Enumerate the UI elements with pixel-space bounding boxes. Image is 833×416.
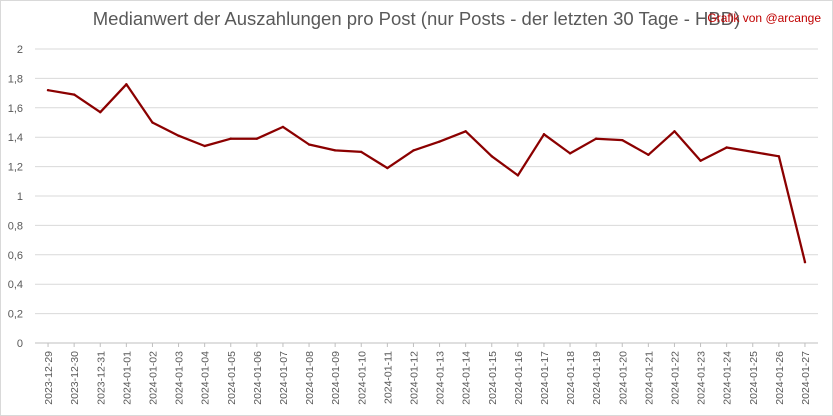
x-tick-label: 2024-01-16 bbox=[513, 351, 525, 405]
data-point bbox=[307, 143, 311, 146]
data-point bbox=[177, 134, 180, 137]
x-tick-label: 2024-01-10 bbox=[356, 351, 368, 405]
x-tick-label: 2023-12-29 bbox=[43, 351, 55, 405]
data-point bbox=[229, 137, 232, 140]
y-tick-label: 0,2 bbox=[8, 309, 23, 321]
y-tick-label: 0,6 bbox=[8, 250, 23, 262]
x-tick-label: 2024-01-13 bbox=[435, 351, 447, 405]
data-point bbox=[333, 149, 337, 152]
x-tick-label: 2024-01-11 bbox=[382, 351, 394, 404]
data-point bbox=[72, 93, 76, 96]
data-point bbox=[699, 159, 702, 162]
data-point bbox=[777, 155, 781, 158]
gridlines bbox=[35, 48, 818, 344]
y-tick-label: 1,2 bbox=[8, 162, 23, 174]
x-tick-label: 2024-01-06 bbox=[252, 351, 264, 405]
data-point bbox=[438, 140, 441, 143]
x-tick-label: 2024-01-15 bbox=[487, 351, 499, 405]
y-tick-label: 1 bbox=[17, 191, 23, 203]
x-tick-label: 2024-01-23 bbox=[696, 351, 708, 405]
data-point bbox=[255, 137, 259, 140]
data-point bbox=[99, 111, 102, 114]
x-tick-label: 2024-01-27 bbox=[800, 351, 812, 405]
y-tick-label: 0,4 bbox=[8, 279, 23, 291]
x-tick-label: 2024-01-07 bbox=[278, 351, 290, 405]
x-tick-label: 2024-01-12 bbox=[408, 351, 420, 405]
x-tick-label: 2024-01-19 bbox=[591, 351, 603, 405]
x-tick-label: 2024-01-20 bbox=[617, 351, 629, 405]
data-point bbox=[386, 166, 389, 170]
data-point bbox=[621, 138, 624, 142]
data-point bbox=[412, 149, 415, 152]
data-point bbox=[568, 152, 572, 155]
y-tick-label: 1,4 bbox=[8, 132, 23, 144]
data-point bbox=[464, 130, 467, 133]
x-tick-label: 2024-01-01 bbox=[121, 351, 133, 405]
x-tick-label: 2024-01-08 bbox=[304, 351, 316, 405]
data-point bbox=[281, 125, 285, 129]
x-tick-label: 2024-01-09 bbox=[330, 351, 342, 405]
chart-title: Medianwert der Auszahlungen pro Post (nu… bbox=[92, 8, 741, 29]
x-tick-label: 2024-01-04 bbox=[200, 351, 212, 405]
x-tick-label: 2024-01-25 bbox=[748, 351, 760, 405]
data-point bbox=[360, 150, 363, 154]
x-tick-label: 2024-01-02 bbox=[147, 351, 159, 405]
data-point bbox=[725, 146, 728, 149]
data-point bbox=[647, 153, 650, 157]
x-tick-label: 2024-01-22 bbox=[669, 351, 681, 405]
x-tick-label: 2023-12-31 bbox=[95, 351, 107, 405]
x-tick-label: 2024-01-03 bbox=[174, 351, 186, 405]
x-axis-ticks: 2023-12-29 2023-12-30 2023-12-31 2024-01-01… bbox=[43, 343, 812, 405]
y-tick-label: 0 bbox=[17, 338, 23, 350]
x-tick-label: 2024-01-05 bbox=[226, 351, 238, 405]
data-point bbox=[490, 155, 493, 158]
data-point bbox=[803, 260, 807, 264]
y-axis-ticks: 0 0,2 0,4 0,6 0,8 1 1,2 1,4 1,6 1,8 2 bbox=[8, 44, 23, 350]
series-layer bbox=[46, 83, 807, 264]
data-point bbox=[151, 121, 154, 124]
x-tick-label: 2024-01-14 bbox=[461, 351, 473, 405]
x-tick-label: 2024-01-21 bbox=[643, 351, 655, 405]
y-tick-label: 2 bbox=[17, 44, 23, 56]
data-point bbox=[751, 150, 754, 154]
y-tick-label: 1,6 bbox=[8, 103, 23, 115]
data-point bbox=[594, 137, 598, 140]
data-point bbox=[203, 144, 206, 148]
y-tick-label: 0,8 bbox=[8, 220, 23, 232]
y-tick-label: 1,8 bbox=[8, 73, 23, 85]
data-point bbox=[542, 133, 546, 136]
data-point bbox=[516, 174, 520, 177]
data-point bbox=[46, 88, 50, 92]
data-point bbox=[125, 83, 128, 86]
x-tick-label: 2024-01-18 bbox=[565, 351, 577, 405]
x-tick-label: 2024-01-24 bbox=[722, 351, 734, 405]
data-point bbox=[673, 130, 676, 133]
x-tick-label: 2024-01-17 bbox=[539, 351, 551, 405]
chart-credit: Grafik von @arcange bbox=[707, 11, 821, 25]
series-line bbox=[46, 83, 807, 264]
x-tick-label: 2023-12-30 bbox=[69, 351, 81, 405]
x-tick-label: 2024-01-26 bbox=[774, 351, 786, 405]
